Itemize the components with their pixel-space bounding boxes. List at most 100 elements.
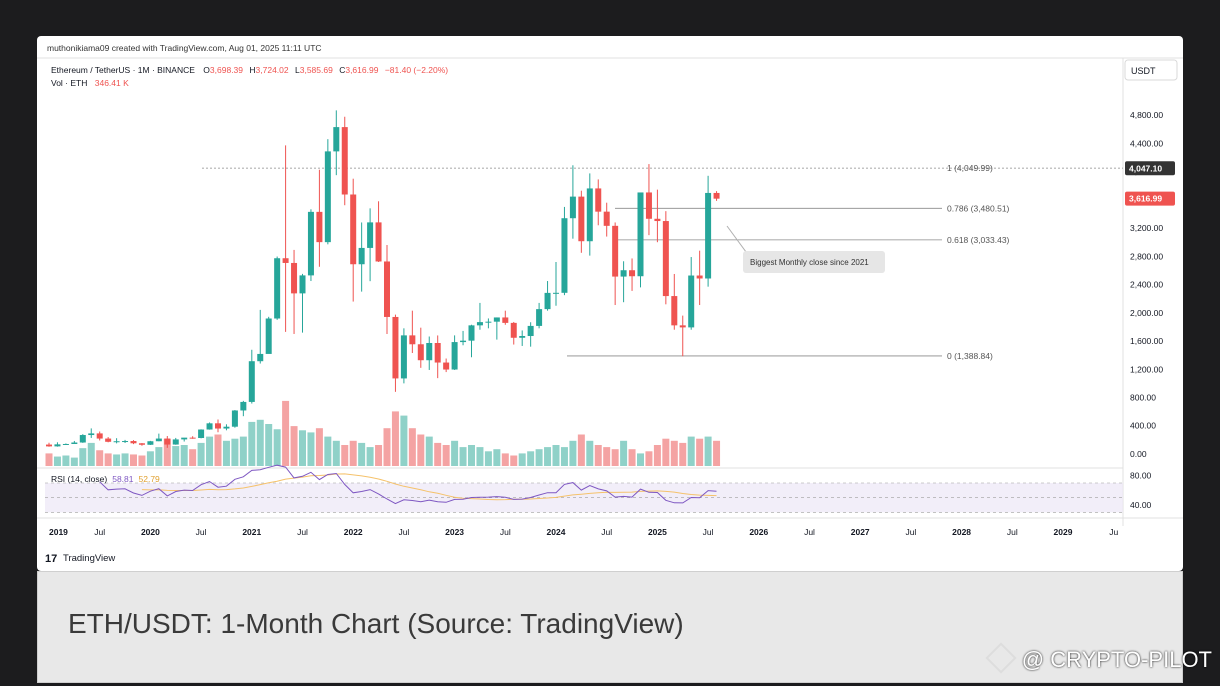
candle-body: [451, 342, 458, 370]
volume-bar: [172, 446, 180, 466]
candle-body: [105, 438, 112, 442]
volume-bar: [358, 442, 366, 466]
volume-bar: [518, 453, 526, 466]
time-tick-year: 2029: [1054, 527, 1073, 537]
time-tick-year: 2021: [242, 527, 261, 537]
volume-bar: [290, 426, 298, 466]
volume-bar: [704, 436, 712, 466]
volume-bar: [332, 440, 340, 466]
candle-body: [603, 211, 610, 226]
symbol-line: Ethereum / TetherUS · 1M · BINANCE O3,69…: [51, 65, 448, 75]
candle-body: [265, 318, 272, 354]
candle-body: [586, 188, 593, 242]
fib-level-label: 0 (1,388.84): [947, 351, 993, 361]
volume-bar: [501, 453, 509, 466]
volume-bar: [265, 424, 273, 466]
ohlc-close-value: 3,616.99: [345, 65, 378, 75]
candle-body: [341, 127, 348, 195]
currency-button[interactable]: [1124, 59, 1178, 81]
candle-body: [476, 322, 483, 326]
volume-bar: [425, 436, 433, 466]
candle-body: [223, 426, 230, 429]
volume-bar: [451, 440, 459, 466]
fib-level-label: 0.786 (3,480.51): [947, 203, 1010, 213]
time-tick-month: Jul: [804, 527, 815, 537]
time-tick-month: Jul: [601, 527, 612, 537]
volume-line: Vol · ETH 346.41 K: [51, 78, 129, 88]
time-tick-year: 2019: [49, 527, 68, 537]
annotation-box[interactable]: [743, 251, 885, 273]
tradingview-logo[interactable]: 17 TradingView: [45, 553, 115, 565]
symbol-text: Ethereum / TetherUS · 1M · BINANCE: [51, 65, 195, 75]
volume-bar: [560, 447, 568, 466]
time-tick-month: Jul: [1007, 527, 1018, 537]
candlesticks: [46, 110, 720, 448]
volume-bar: [53, 456, 61, 466]
caption-box: ETH/USDT: 1-Month Chart (Source: Trading…: [37, 571, 1183, 683]
last-price-badge: [1125, 191, 1175, 206]
candle-body: [645, 192, 652, 219]
volume-bar: [155, 447, 163, 466]
volume-bar: [468, 445, 475, 466]
volume-bar: [603, 447, 611, 466]
candle-body: [206, 423, 213, 430]
candle-body: [629, 270, 636, 277]
volume-bar: [679, 442, 687, 466]
price-tick-label: 0.00: [1130, 449, 1147, 459]
volume-bar: [366, 447, 374, 466]
annotation-pointer: [726, 225, 750, 257]
volume-bar: [687, 436, 695, 466]
vol-value: 346.41 K: [95, 78, 129, 88]
volume-bar: [662, 438, 670, 466]
volume-bar: [713, 440, 721, 466]
candle-body: [96, 433, 103, 439]
price-tick-label: 1,200.00: [1130, 364, 1163, 374]
candle-body: [713, 192, 720, 199]
change-value: −81.40 (−2.20%): [385, 65, 448, 75]
volume-bar: [273, 429, 281, 466]
candle-body: [637, 192, 644, 277]
price-chart[interactable]: muthonikiama09 created with TradingView.…: [37, 36, 1183, 571]
volume-bar: [476, 447, 484, 466]
price-tick-label: 800.00: [1130, 392, 1156, 402]
prev-high-badge: [1125, 161, 1175, 176]
volume-bar: [459, 447, 467, 466]
volume-bar: [586, 440, 594, 466]
volume-bar: [611, 449, 619, 466]
candle-body: [240, 401, 247, 411]
candle-body: [595, 188, 602, 212]
candle-body: [79, 435, 86, 443]
volume-bar: [484, 451, 492, 466]
ohlc-high-label: H: [249, 65, 255, 75]
chart-caption: ETH/USDT: 1-Month Chart (Source: Trading…: [68, 608, 684, 639]
candle-body: [493, 317, 500, 322]
watermark-diamond-icon: [985, 642, 1017, 674]
candle-body: [307, 211, 314, 276]
price-tick-label: 2,400.00: [1130, 280, 1163, 290]
ohlc-low-value: 3,585.69: [300, 65, 333, 75]
volume-bar: [282, 400, 290, 466]
candle-body: [519, 336, 526, 338]
candle-body: [248, 361, 255, 402]
time-tick-month: Jul: [94, 527, 105, 537]
time-tick-year: 2028: [952, 527, 971, 537]
candle-body: [88, 433, 95, 436]
volume-bar: [324, 436, 332, 466]
time-tick-year: 2023: [445, 527, 464, 537]
time-tick-year: 2025: [648, 527, 667, 537]
volume-bar: [493, 449, 501, 466]
price-tick-label: 2,000.00: [1130, 308, 1163, 318]
volume-bar: [104, 453, 112, 466]
volume-bar: [197, 442, 205, 466]
rsi-ma-line: [141, 473, 717, 501]
candle-body: [696, 275, 703, 279]
volume-bar: [307, 432, 315, 466]
time-tick-year: 2022: [344, 527, 363, 537]
candle-body: [333, 127, 340, 152]
volume-bar: [434, 442, 442, 466]
volume-bar: [569, 440, 577, 466]
candle-body: [316, 211, 323, 243]
candle-body: [460, 340, 467, 343]
candle-body: [553, 292, 559, 294]
volume-bar: [408, 428, 416, 466]
